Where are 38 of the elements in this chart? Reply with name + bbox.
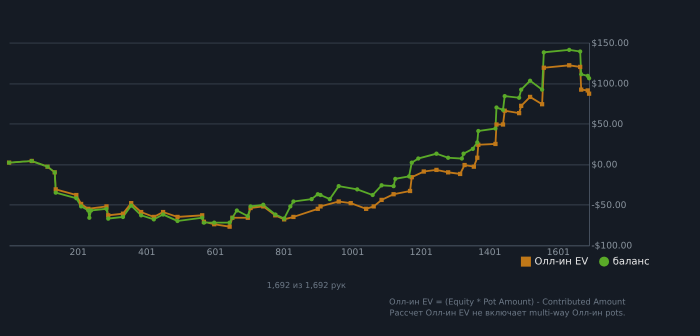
point (475, 156, 480, 160)
text: Олл-ин EV = (Equity * Pot Amount) - Contributed Amount (389, 296, 626, 306)
point (348, 201, 353, 206)
point (228, 224, 232, 229)
y-tick-label: -$100.00 (591, 242, 632, 252)
text: Рассчет Олл-ин EV не включает multi-way Олл-ин pots. (390, 307, 626, 318)
x-tick-label: 1201 (410, 248, 433, 258)
point (472, 164, 476, 169)
point (579, 87, 584, 92)
x-tick-label: 201 (69, 248, 87, 258)
x-tick-label: 801 (275, 248, 293, 258)
point (336, 199, 341, 204)
point (542, 66, 546, 70)
point (567, 63, 572, 68)
point (540, 102, 544, 106)
point (519, 104, 524, 108)
point (458, 172, 462, 176)
y-tick-label: $0.00 (591, 160, 618, 170)
point (391, 192, 396, 196)
y-tick-label: $100.00 (591, 79, 630, 90)
x-tick-label: 1401 (478, 248, 502, 258)
legend-label: Олл-ин EV (534, 256, 588, 268)
y-tick-label: $150.00 (591, 38, 630, 49)
point (586, 92, 592, 96)
point (364, 206, 368, 211)
text: 1,692 из 1,692 рук (266, 280, 346, 290)
x-tick-label: 1601 (546, 248, 570, 258)
legend-label: баланс (612, 256, 650, 268)
point (578, 64, 582, 70)
point (446, 170, 450, 174)
point (516, 111, 522, 116)
x-tick-label: 1001 (340, 248, 364, 258)
y-tick-label: -$50.00 (591, 200, 627, 211)
y-tick-label: $50.00 (591, 120, 624, 130)
point (372, 204, 376, 209)
point (422, 169, 426, 174)
x-tick-label: 601 (206, 248, 224, 258)
x-tick-label: 401 (138, 248, 156, 258)
